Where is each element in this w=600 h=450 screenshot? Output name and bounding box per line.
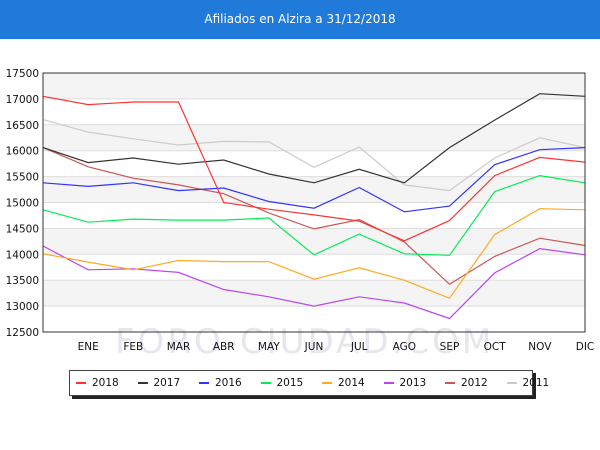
y-tick-label: 16500	[6, 120, 39, 132]
y-tick-label: 12500	[6, 327, 39, 339]
title-bar: Afiliados en Alzira a 31/12/2018	[0, 0, 600, 39]
legend-swatch	[260, 382, 271, 384]
series-line-2017	[42, 93, 586, 184]
x-tick-label: AGO	[393, 341, 416, 353]
x-tick-label: ENE	[78, 341, 99, 353]
y-tick-label: 17500	[6, 68, 39, 80]
x-axis-labels: ENE FEB MAR ABR MAY JUN JUL AGO SEP OCT NOV DIC	[78, 341, 595, 353]
series-line-2015	[42, 174, 586, 256]
y-tick-label: 15000	[6, 198, 39, 210]
y-tick-label: 17000	[6, 94, 39, 106]
x-tick-label: SEP	[440, 341, 460, 353]
grid-band	[43, 280, 585, 307]
y-tick-label: 16000	[6, 146, 39, 158]
series-line-2012	[42, 147, 586, 286]
y-tick-label: 13500	[6, 275, 39, 287]
legend-label: 2012	[461, 377, 488, 389]
legend-label: 2015	[276, 377, 304, 389]
watermark: FORO-CIUDAD.COM	[115, 322, 495, 362]
legend-label: 2011	[522, 377, 550, 389]
legend-swatch	[76, 382, 86, 384]
grid-bands	[43, 73, 585, 307]
grid-band	[43, 176, 585, 203]
x-tick-label: MAR	[167, 341, 191, 353]
legend-item-2012: 2012	[445, 371, 488, 395]
y-tick-label: 14000	[6, 249, 39, 261]
grid-band	[43, 228, 585, 255]
legend: 2018 2017 2016 2015 2014 2013 2012 2011	[69, 370, 549, 396]
legend-label: 2014	[338, 377, 365, 389]
legend-item-2014: 2014	[322, 371, 365, 395]
grid-band	[43, 73, 585, 99]
legend-swatch	[322, 382, 332, 384]
legend-swatch	[137, 382, 148, 384]
legend-swatch	[445, 382, 455, 384]
legend-item-2016: 2016	[199, 371, 242, 395]
grid-band	[43, 124, 585, 151]
legend-swatch	[199, 382, 209, 384]
x-tick-label: JUL	[350, 341, 368, 353]
legend-item-2017: 2017	[137, 371, 181, 395]
legend-label: 2017	[153, 377, 181, 389]
x-tick-label: FEB	[123, 341, 143, 353]
legend-item-2018: 2018	[76, 371, 119, 395]
legend-swatch	[383, 382, 394, 384]
series-lines	[42, 93, 586, 320]
legend-item-2015: 2015	[260, 371, 304, 395]
series-line-2014	[42, 208, 586, 300]
legend-label: 2013	[399, 377, 427, 389]
y-tick-label: 14500	[6, 223, 39, 235]
x-tick-label: NOV	[528, 341, 552, 353]
legend-item-2011: 2011	[506, 371, 550, 395]
legend-label: 2018	[92, 377, 119, 389]
series-line-2011	[42, 119, 586, 192]
series-line-2016	[42, 147, 586, 213]
x-tick-label: OCT	[484, 341, 507, 353]
legend-label: 2016	[215, 377, 242, 389]
legend-item-2013: 2013	[383, 371, 427, 395]
y-tick-label: 13000	[6, 301, 39, 313]
x-tick-label: JUN	[304, 341, 324, 353]
legend-swatch	[506, 382, 517, 384]
series-line-2018	[42, 95, 586, 242]
y-tick-label: 15500	[6, 172, 39, 184]
y-axis-labels: 12500 13000 13500 14000 14500 15000 15500 16000…	[6, 68, 39, 339]
x-tick-label: MAY	[258, 341, 280, 353]
series-line-2013	[42, 245, 586, 320]
x-tick-label: DIC	[576, 341, 595, 353]
x-tick-label: ABR	[213, 341, 235, 353]
chart-title: Afiliados en Alzira a 31/12/2018	[204, 12, 396, 26]
plot-frame	[42, 72, 586, 333]
